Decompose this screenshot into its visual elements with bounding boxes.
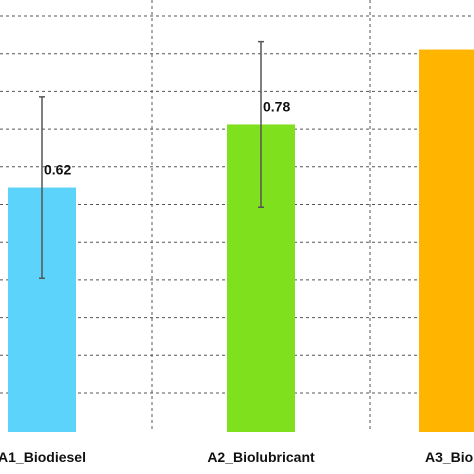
x-tick-label: A2_Biolubricant — [207, 449, 315, 465]
x-tick-label: A1_Biodiesel — [0, 449, 86, 465]
error-bar-a2-biolubricant — [258, 40, 264, 209]
x-tick-label: A3_Bios — [425, 449, 474, 465]
bar-a3-bios — [419, 49, 474, 433]
error-bars — [39, 40, 264, 279]
bars — [8, 49, 474, 433]
gridlines — [0, 0, 474, 432]
x-tick-labels: A1_Biodiesel A2_Biolubricant A3_Bios — [0, 449, 474, 465]
data-label: 0.78 — [263, 98, 290, 114]
data-label: 0.62 — [44, 162, 71, 178]
data-labels: 0.62 0.78 — [44, 98, 290, 177]
error-bar-a1-biodiesel — [39, 96, 45, 279]
